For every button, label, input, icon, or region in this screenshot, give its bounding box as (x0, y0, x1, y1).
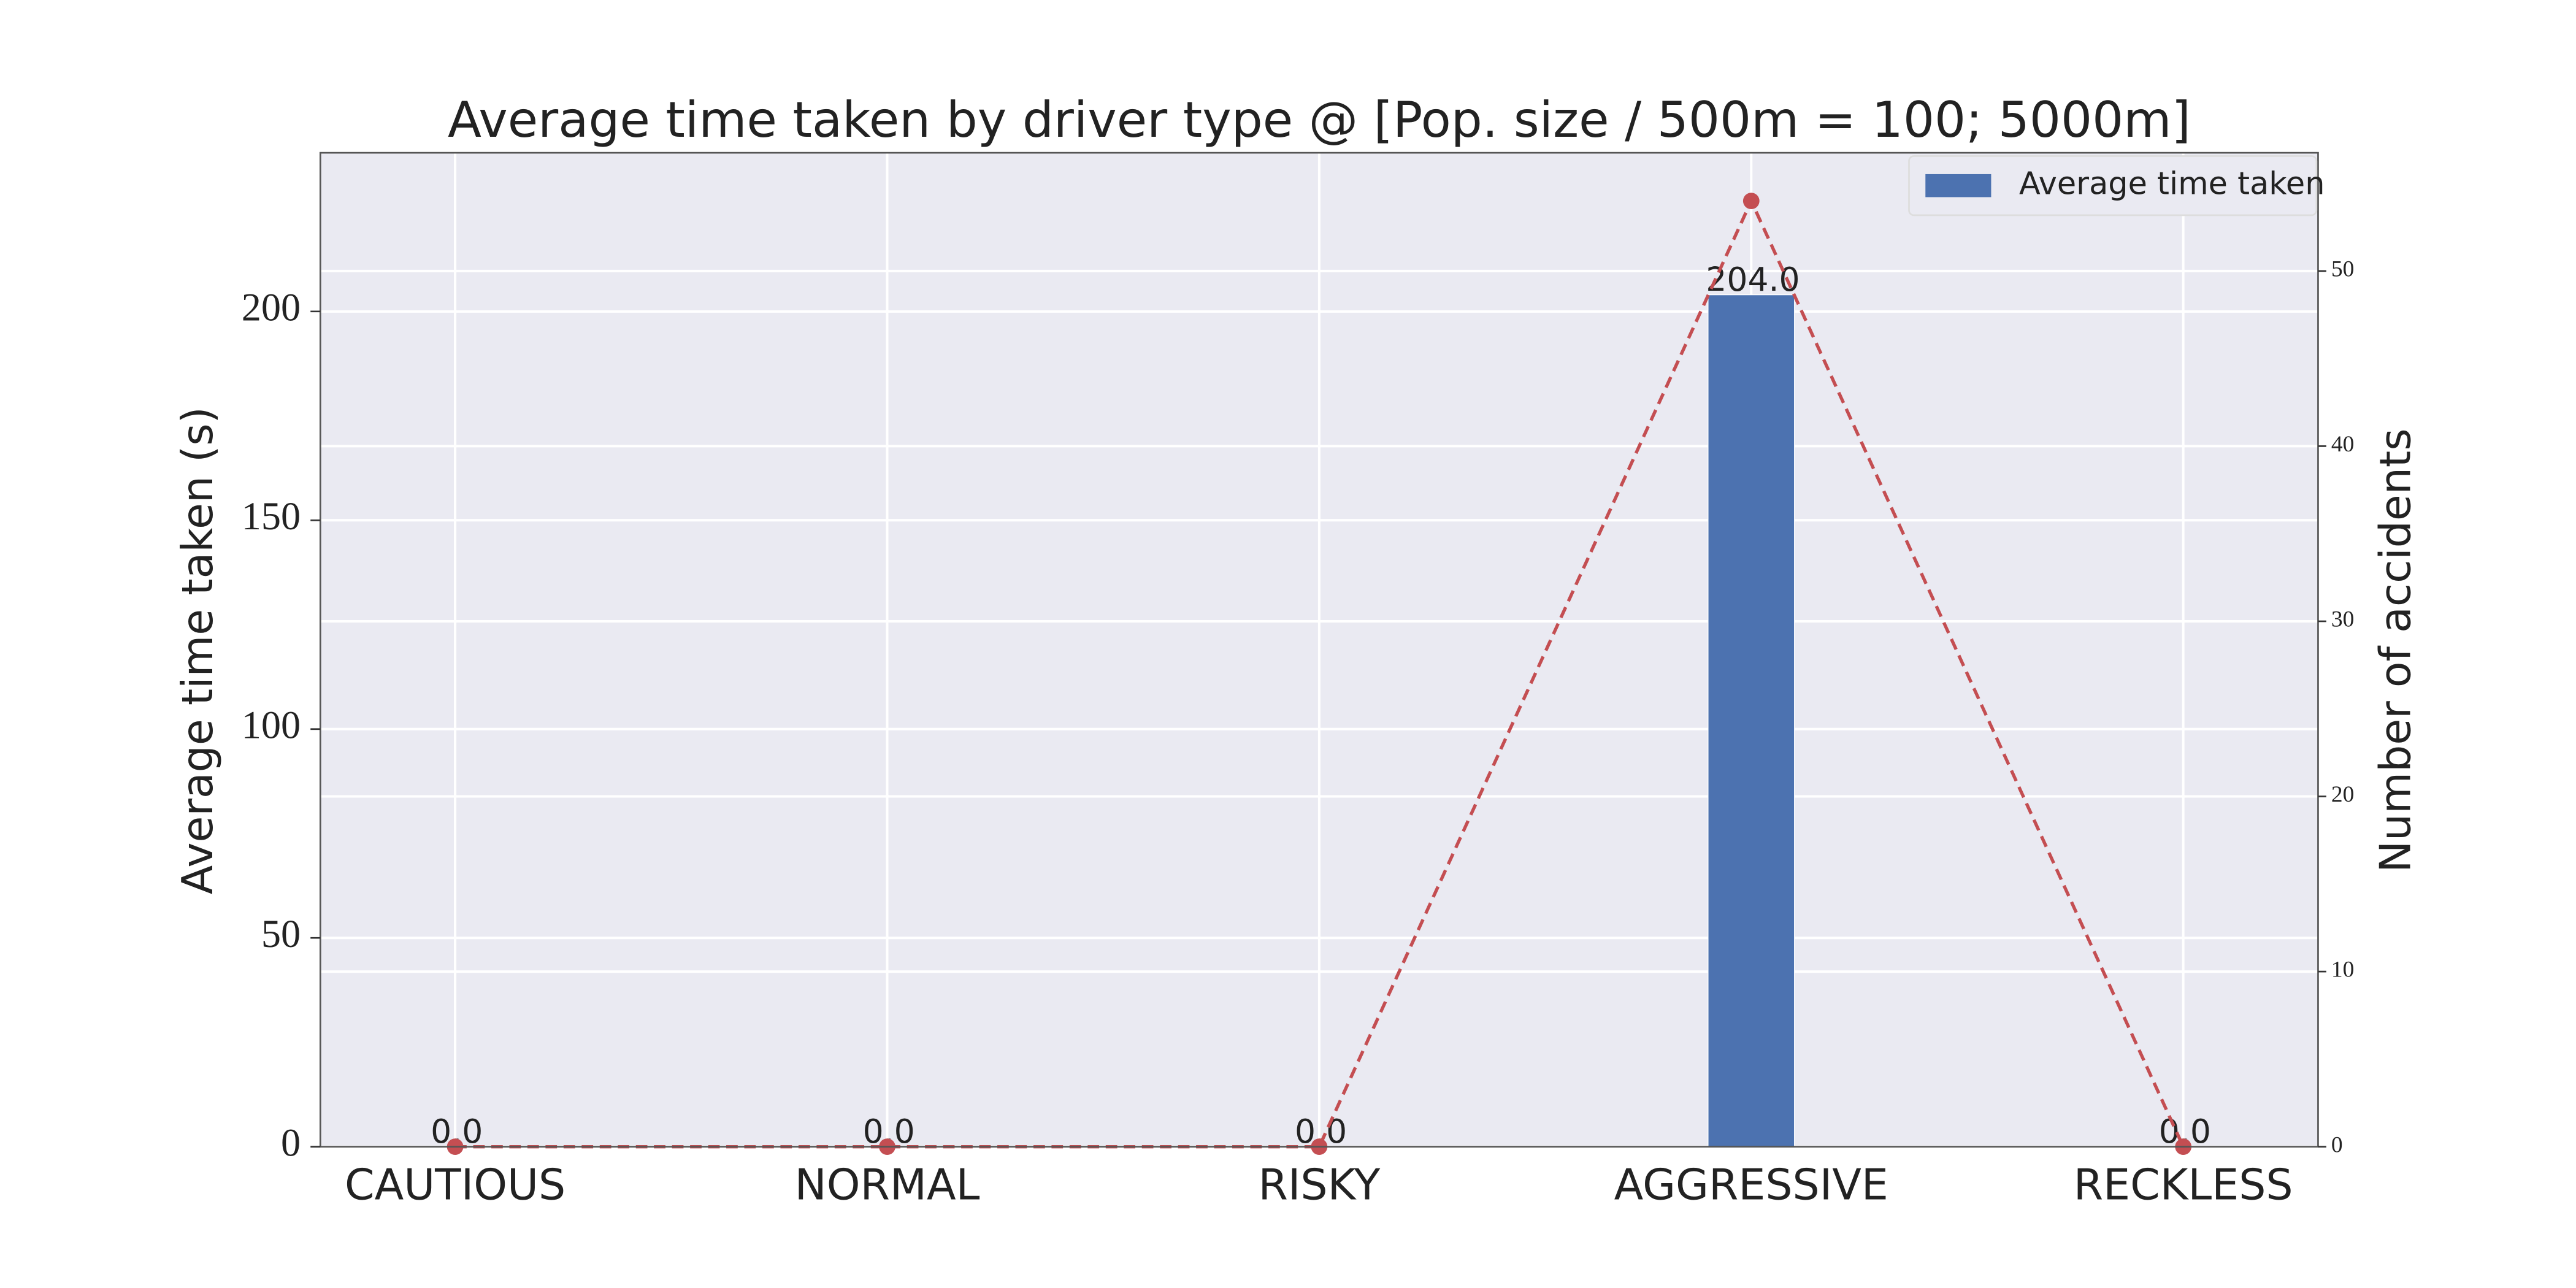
y2-tick-label: 0 (2331, 1132, 2343, 1157)
legend-label: Average time taken (2019, 166, 2325, 202)
y-tick-label: 150 (242, 494, 301, 538)
x-tick-label: RECKLESS (2074, 1160, 2293, 1210)
x-tick-label: CAUTIOUS (345, 1160, 565, 1210)
legend-box (1908, 155, 2318, 217)
line-marker (1742, 193, 1760, 210)
y2-tick-label: 50 (2331, 256, 2355, 282)
legend-swatch (1925, 174, 1991, 197)
chart-title: Average time taken by driver type @ [Pop… (448, 91, 2191, 148)
bar (1708, 294, 1795, 1148)
y-tick-label: 0 (281, 1121, 301, 1164)
y-tick-label: 200 (242, 286, 301, 329)
y-axis-label: Average time taken (s) (173, 407, 223, 894)
y2-tick-label: 40 (2331, 432, 2355, 457)
x-tick-label: NORMAL (795, 1160, 980, 1210)
y2-tick-label: 30 (2331, 607, 2355, 632)
x-tick-label: AGGRESSIVE (1614, 1160, 1888, 1210)
axes-frame (319, 151, 2319, 1148)
y2-tick-label: 20 (2331, 782, 2355, 807)
x-tick-label: RISKY (1258, 1160, 1380, 1210)
y2-axis-label: Number of accidents (2371, 429, 2421, 873)
y2-tick-label: 10 (2331, 957, 2355, 983)
line (455, 197, 2185, 1149)
y-tick-label: 50 (261, 912, 301, 956)
y-tick-label: 100 (242, 703, 301, 746)
